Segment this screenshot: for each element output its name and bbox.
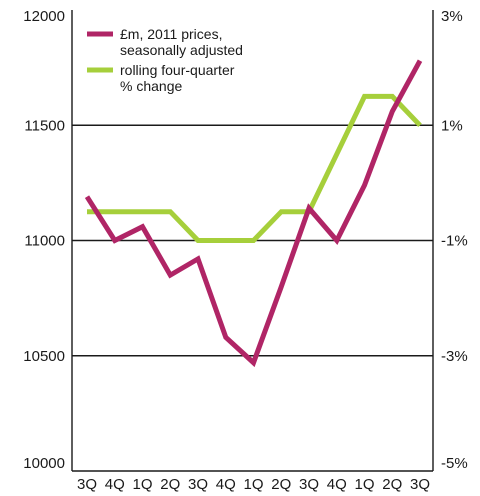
y-right-tick-label: 1% [441, 117, 463, 134]
x-tick-label: 3Q [77, 476, 97, 493]
left-axis-ticks: 10000 10500 11000 11500 12000 [23, 8, 65, 472]
legend-label-line: rolling four-quarter [120, 62, 235, 78]
x-tick-label: 4Q [327, 476, 347, 493]
series-line-level [84, 59, 423, 368]
legend-label: rolling four-quarter% change [120, 62, 235, 94]
y-left-tick-label: 11000 [24, 233, 65, 250]
y-right-tick-label: -3% [441, 348, 468, 365]
legend-label-line: % change [120, 78, 182, 94]
axes [71, 10, 434, 472]
x-tick-label: 3Q [188, 476, 208, 493]
x-tick-label: 2Q [382, 476, 402, 493]
x-tick-label: 1Q [354, 476, 374, 493]
x-tick-label: 2Q [160, 476, 180, 493]
right-axis-ticks: -5% -3% -1% 1% 3% [441, 8, 468, 472]
x-tick-label: 4Q [105, 476, 125, 493]
y-right-tick-label: -1% [441, 233, 468, 250]
legend-label: £m, 2011 prices, seasonally adjusted [120, 26, 243, 58]
y-left-tick-label: 10500 [23, 348, 65, 365]
x-tick-label: 3Q [299, 476, 319, 493]
x-tick-label: 2Q [271, 476, 291, 493]
y-left-tick-label: 10000 [23, 455, 65, 472]
legend-label-line: £m, 2011 prices, [120, 26, 222, 42]
y-left-tick-label: 11500 [24, 117, 65, 134]
x-axis-ticks: 3Q 4Q 1Q 2Q 3Q 4Q 1Q 2Q 3Q 4Q 1Q 2Q 3Q [77, 476, 430, 493]
legend: £m, 2011 prices, seasonally adjusted rolli… [87, 26, 243, 94]
y-left-tick-label: 12000 [23, 8, 65, 25]
x-tick-label: 4Q [216, 476, 236, 493]
y-right-tick-label: 3% [441, 8, 463, 25]
legend-label-line: seasonally adjusted [120, 42, 243, 58]
y-right-tick-label: -5% [441, 455, 468, 472]
x-tick-label: 3Q [410, 476, 430, 493]
series-line-change [87, 93, 422, 243]
x-tick-label: 1Q [132, 476, 152, 493]
x-tick-label: 1Q [243, 476, 263, 493]
series-layer [84, 59, 423, 368]
